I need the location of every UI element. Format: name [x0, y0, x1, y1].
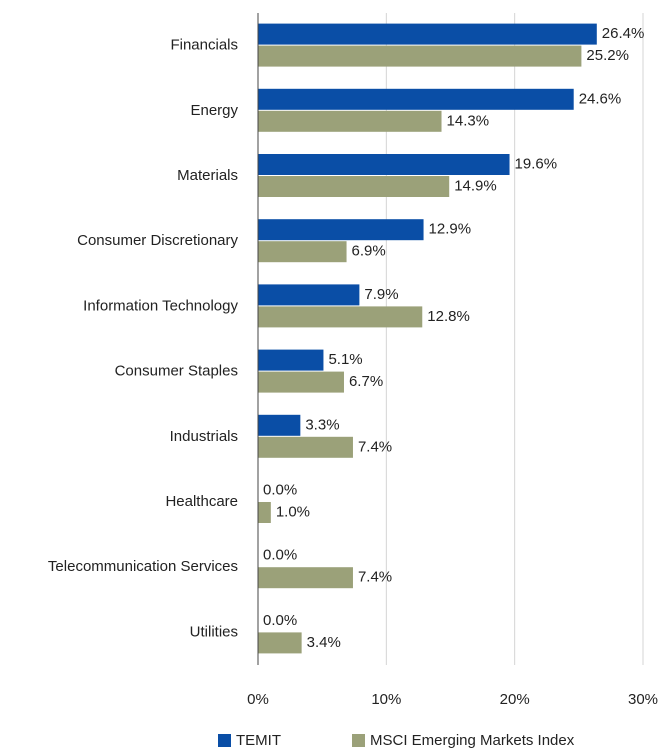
value-label: 0.0% [263, 547, 297, 564]
value-label: 24.6% [579, 90, 622, 107]
bar [258, 23, 597, 45]
value-label: 7.4% [358, 569, 392, 586]
y-tick-label: Telecommunication Services [48, 558, 238, 575]
bar [258, 632, 302, 654]
y-tick-label: Financials [170, 37, 238, 54]
value-label: 12.9% [429, 221, 472, 238]
bar [258, 241, 347, 263]
bar [258, 219, 424, 241]
value-label: 1.0% [276, 503, 310, 520]
value-label: 12.8% [427, 308, 470, 325]
value-label: 6.7% [349, 373, 383, 390]
bar [258, 88, 574, 110]
value-label: 14.9% [454, 177, 497, 194]
y-tick-label: Utilities [190, 623, 238, 640]
value-label: 14.3% [447, 112, 490, 129]
x-tick-label: 10% [371, 691, 401, 708]
x-tick-label: 20% [500, 691, 530, 708]
value-label: 19.6% [515, 155, 558, 172]
bar [258, 371, 344, 393]
value-label: 25.2% [586, 47, 629, 64]
value-label: 26.4% [602, 25, 645, 42]
bar [258, 45, 582, 67]
value-label: 3.3% [305, 416, 339, 433]
y-tick-label: Energy [190, 102, 238, 119]
y-tick-label: Industrials [170, 428, 238, 445]
value-label: 0.0% [263, 481, 297, 498]
x-tick-label: 30% [628, 691, 658, 708]
y-tick-label: Consumer Discretionary [77, 232, 238, 249]
value-label: 5.1% [328, 351, 362, 368]
value-label: 6.9% [352, 243, 386, 260]
value-label: 3.4% [307, 634, 341, 651]
legend-swatch [352, 734, 365, 747]
value-label: 7.4% [358, 438, 392, 455]
bar [258, 306, 423, 328]
value-label: 7.9% [364, 286, 398, 303]
bar [258, 567, 353, 589]
y-tick-label: Consumer Staples [115, 363, 238, 380]
bar [258, 176, 450, 197]
legend-swatch [218, 734, 231, 747]
bar [258, 110, 442, 132]
bar [258, 349, 324, 371]
y-tick-label: Materials [177, 167, 238, 184]
bar [258, 414, 301, 436]
bar [258, 154, 510, 175]
y-tick-label: Healthcare [165, 493, 238, 510]
legend-label: MSCI Emerging Markets Index [370, 732, 575, 749]
y-tick-label: Information Technology [83, 297, 238, 314]
bar [258, 502, 271, 523]
value-label: 0.0% [263, 612, 297, 629]
bar [258, 436, 353, 458]
legend-label: TEMIT [236, 732, 281, 749]
bar [258, 284, 360, 306]
x-tick-label: 0% [247, 691, 269, 708]
